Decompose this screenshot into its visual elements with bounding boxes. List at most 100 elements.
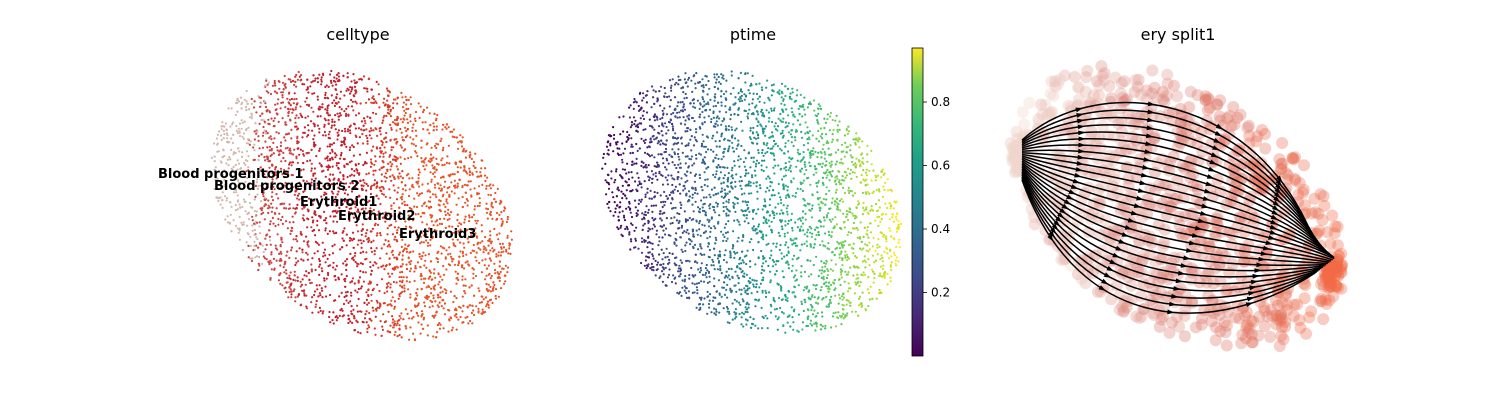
point-celltype <box>298 170 301 173</box>
point-celltype <box>324 85 327 89</box>
point-ptime <box>894 259 897 262</box>
point-celltype <box>264 102 267 105</box>
point-celltype <box>278 252 281 255</box>
point-celltype <box>254 256 257 259</box>
point-celltype <box>310 184 313 187</box>
point-celltype <box>373 179 376 182</box>
point-celltype <box>415 205 419 209</box>
point-celltype <box>422 165 425 168</box>
point-celltype <box>261 112 264 115</box>
point-ptime <box>742 312 746 315</box>
point-celltype <box>409 115 412 118</box>
point-celltype <box>403 287 406 290</box>
point-ptime <box>664 166 667 169</box>
point-ptime <box>840 323 843 326</box>
point-celltype <box>493 227 496 231</box>
point-celltype <box>282 266 285 269</box>
point-celltype <box>423 264 426 267</box>
point-celltype <box>257 139 260 142</box>
point-celltype <box>457 264 460 267</box>
point-celltype <box>427 295 430 298</box>
point-celltype <box>466 306 469 309</box>
point-celltype <box>366 115 369 118</box>
point-celltype <box>294 121 297 124</box>
point-celltype <box>401 270 404 274</box>
point-celltype <box>328 264 332 267</box>
point-ptime <box>777 164 780 167</box>
point-celltype <box>367 301 370 304</box>
point-celltype <box>417 180 420 183</box>
point-celltype <box>343 295 346 299</box>
point-celltype <box>346 76 349 79</box>
point-celltype <box>321 103 324 106</box>
point-celltype <box>336 220 339 223</box>
point-celltype <box>355 114 358 117</box>
point-celltype <box>318 131 321 134</box>
point-celltype <box>351 313 354 316</box>
point-ptime <box>740 193 744 196</box>
point-ptime <box>825 186 828 189</box>
point-celltype <box>438 301 441 304</box>
point-celltype <box>292 238 295 241</box>
point-celltype <box>345 244 348 247</box>
point-celltype <box>263 120 266 123</box>
point-celltype <box>283 202 286 205</box>
point-celltype <box>247 155 250 158</box>
point-celltype <box>424 121 427 124</box>
point-celltype <box>214 166 217 169</box>
point-celltype <box>434 300 437 303</box>
point-celltype <box>389 245 392 248</box>
point-celltype <box>292 102 295 105</box>
point-ptime <box>802 179 806 182</box>
point-ptime <box>897 241 900 244</box>
point-ptime <box>888 218 891 221</box>
point-celltype <box>372 98 376 101</box>
point-ptime <box>744 306 747 309</box>
point-celltype <box>441 164 444 167</box>
point-celltype <box>278 212 281 215</box>
point-ptime <box>785 207 789 210</box>
point-ptime <box>851 212 854 215</box>
point-ptime <box>629 126 633 129</box>
point-celltype <box>275 193 278 196</box>
point-celltype <box>486 208 490 211</box>
point-celltype <box>335 164 338 167</box>
point-celltype <box>429 124 432 127</box>
point-celltype <box>238 203 241 206</box>
point-celltype <box>380 140 383 143</box>
point-celltype <box>386 245 389 248</box>
point-ptime <box>817 129 820 133</box>
point-celltype <box>318 162 321 165</box>
point-celltype <box>429 213 432 216</box>
point-celltype <box>466 204 469 207</box>
point-celltype <box>418 192 422 196</box>
point-ptime <box>699 266 702 270</box>
point-celltype <box>484 247 487 250</box>
point-celltype <box>428 227 431 230</box>
point-celltype <box>322 134 325 137</box>
point-celltype <box>379 305 382 308</box>
point-celltype <box>364 207 367 210</box>
point-celltype <box>247 244 250 248</box>
point-ptime <box>693 120 696 123</box>
point-celltype <box>360 233 363 236</box>
point-celltype <box>376 301 379 304</box>
point-celltype <box>291 107 294 111</box>
point-celltype <box>370 230 373 233</box>
point-celltype <box>407 244 411 247</box>
point-celltype <box>352 145 355 149</box>
point-ptime <box>626 130 629 134</box>
point-celltype <box>359 102 362 105</box>
point-celltype <box>453 173 456 176</box>
point-ptime <box>662 162 665 165</box>
point-ptime <box>789 92 792 95</box>
point-celltype <box>468 214 471 217</box>
point-celltype <box>350 90 353 93</box>
point-ptime <box>730 126 733 129</box>
point-celltype <box>360 120 364 123</box>
point-celltype <box>485 211 489 214</box>
point-celltype <box>392 98 395 101</box>
point-ptime <box>748 277 752 280</box>
point-celltype <box>405 98 408 102</box>
point-celltype <box>468 216 471 219</box>
